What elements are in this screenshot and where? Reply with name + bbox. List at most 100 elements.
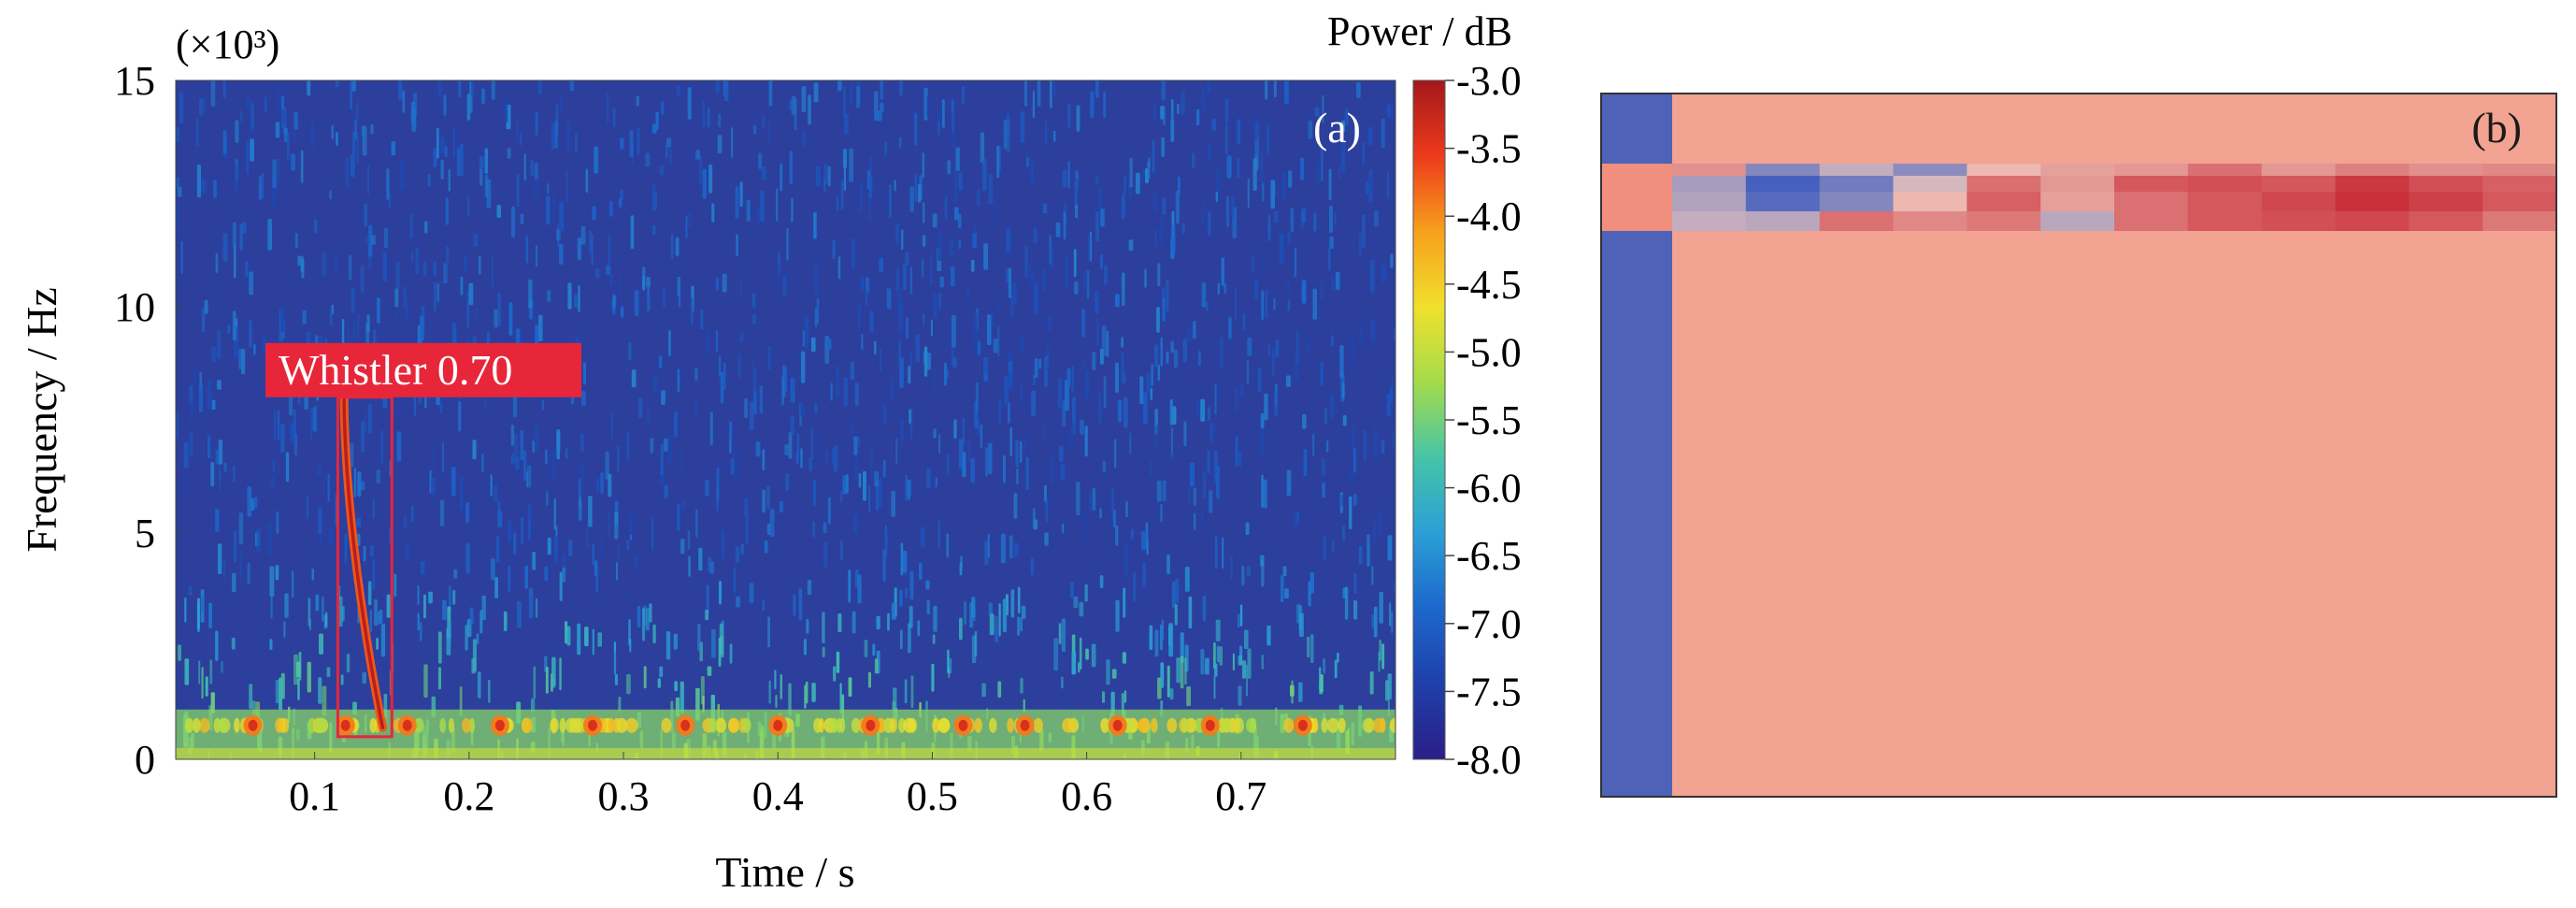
noise-streak bbox=[939, 276, 944, 288]
band-spot bbox=[708, 717, 718, 733]
noise-streak bbox=[329, 190, 332, 200]
noise-streak bbox=[645, 608, 650, 631]
noise-streak bbox=[251, 103, 254, 129]
noise-streak bbox=[1365, 180, 1369, 195]
noise-streak bbox=[909, 409, 911, 425]
band-peak-core bbox=[248, 719, 258, 731]
noise-streak bbox=[1102, 460, 1107, 473]
noise-streak bbox=[1267, 625, 1271, 646]
noise-streak bbox=[556, 429, 561, 452]
noise-streak bbox=[811, 683, 816, 702]
noise-streak bbox=[1359, 233, 1362, 255]
noise-streak bbox=[464, 254, 467, 272]
band-spot bbox=[839, 717, 846, 733]
noise-streak bbox=[1090, 91, 1095, 119]
noise-streak bbox=[469, 607, 474, 626]
noise-streak bbox=[516, 174, 520, 208]
noise-streak bbox=[1123, 397, 1128, 428]
noise-streak bbox=[1207, 143, 1211, 161]
band-peak-core bbox=[588, 719, 598, 731]
noise-streak bbox=[1030, 558, 1034, 576]
noise-streak bbox=[860, 277, 865, 291]
noise-streak bbox=[544, 566, 549, 582]
noise-streak bbox=[1287, 231, 1291, 244]
noise-streak bbox=[1338, 165, 1341, 180]
colorbar-title: Power / dB bbox=[1327, 8, 1512, 54]
noise-streak bbox=[960, 555, 963, 570]
noise-streak bbox=[247, 562, 250, 584]
noise-streak bbox=[783, 367, 787, 393]
noise-streak bbox=[651, 517, 654, 551]
noise-streak bbox=[878, 110, 882, 122]
noise-streak bbox=[1219, 337, 1224, 369]
noise-streak bbox=[437, 667, 441, 690]
noise-streak bbox=[1078, 662, 1080, 673]
noise-streak bbox=[1353, 127, 1356, 145]
noise-streak bbox=[1038, 358, 1041, 369]
noise-streak bbox=[1373, 606, 1378, 638]
activation-cell bbox=[2187, 176, 2263, 192]
noise-streak bbox=[998, 603, 1001, 637]
band-spot bbox=[369, 717, 377, 733]
noise-streak bbox=[250, 497, 255, 511]
noise-streak bbox=[221, 660, 223, 673]
noise-streak bbox=[1166, 279, 1169, 312]
noise-streak bbox=[360, 265, 365, 293]
noise-streak bbox=[356, 132, 359, 164]
noise-streak bbox=[201, 667, 204, 699]
noise-streak bbox=[909, 267, 913, 295]
noise-streak bbox=[982, 158, 987, 192]
activation-cell bbox=[1893, 164, 1968, 176]
band-spot bbox=[413, 717, 424, 733]
noise-streak bbox=[1314, 107, 1320, 117]
noise-streak bbox=[1387, 104, 1391, 118]
noise-streak bbox=[620, 137, 624, 150]
band-peak-core bbox=[1297, 719, 1308, 731]
noise-streak bbox=[1099, 254, 1103, 269]
noise-streak bbox=[733, 567, 736, 594]
activation-cell bbox=[2114, 164, 2189, 176]
noise-streak bbox=[1141, 531, 1146, 551]
noise-streak bbox=[670, 429, 673, 461]
noise-streak bbox=[595, 569, 598, 593]
noise-streak bbox=[669, 148, 672, 166]
noise-streak bbox=[1181, 92, 1185, 115]
noise-streak bbox=[1067, 161, 1070, 189]
noise-streak bbox=[645, 152, 651, 167]
noise-streak bbox=[966, 288, 970, 301]
noise-streak bbox=[267, 219, 272, 251]
noise-streak bbox=[1206, 301, 1209, 311]
noise-streak bbox=[283, 621, 286, 638]
noise-streak bbox=[1232, 653, 1235, 671]
noise-streak bbox=[1031, 390, 1037, 416]
noise-streak bbox=[559, 657, 562, 691]
band-spot bbox=[1321, 717, 1328, 733]
colorbar-tick-label: -7.0 bbox=[1456, 601, 1522, 647]
noise-streak bbox=[176, 203, 179, 234]
noise-streak bbox=[1099, 508, 1102, 519]
noise-streak bbox=[215, 509, 220, 532]
noise-streak bbox=[1342, 382, 1345, 398]
noise-streak bbox=[1265, 80, 1268, 100]
noise-streak bbox=[832, 239, 836, 259]
noise-streak bbox=[951, 314, 956, 349]
noise-streak bbox=[246, 141, 250, 175]
noise-streak bbox=[223, 462, 227, 472]
noise-streak bbox=[176, 411, 179, 440]
band-spot bbox=[218, 717, 227, 733]
noise-streak bbox=[987, 533, 990, 558]
noise-streak bbox=[952, 102, 954, 134]
noise-streak bbox=[1381, 118, 1385, 149]
band-spot bbox=[575, 717, 582, 733]
noise-streak bbox=[1374, 210, 1379, 227]
noise-streak bbox=[537, 80, 542, 95]
noise-streak bbox=[546, 195, 551, 225]
noise-streak bbox=[869, 310, 874, 333]
noise-streak bbox=[890, 377, 894, 401]
noise-streak bbox=[962, 85, 965, 105]
noise-streak bbox=[1247, 648, 1252, 679]
noise-streak bbox=[1050, 80, 1052, 108]
noise-streak bbox=[275, 565, 279, 581]
noise-streak bbox=[1290, 207, 1295, 233]
noise-streak bbox=[1044, 532, 1049, 546]
